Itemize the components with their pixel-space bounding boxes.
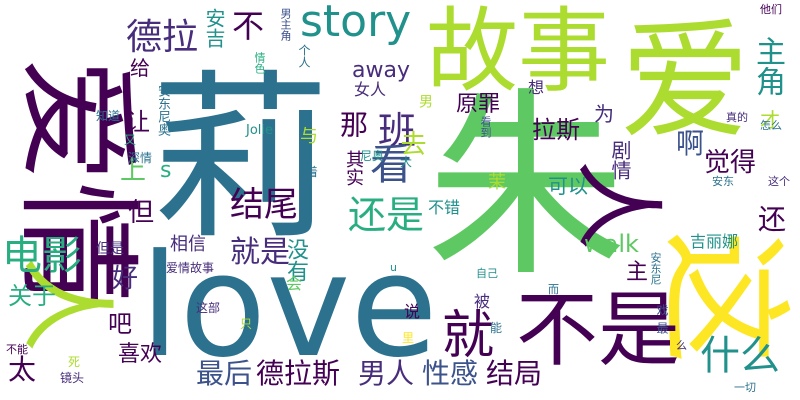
word-nanzhujiao: 男主角: [279, 8, 292, 41]
word-cai: 才: [760, 108, 780, 132]
word-keyi: 可以: [548, 174, 588, 198]
word-geren: 个人: [297, 44, 311, 68]
word-nanren: 男人: [358, 357, 415, 390]
word-yiqie: 一切: [734, 381, 756, 394]
word-zhi: 只: [240, 317, 253, 331]
word-neng: 能: [490, 321, 503, 335]
word-jiewei: 结尾: [230, 185, 298, 225]
word-ban: 班: [378, 109, 417, 153]
word-shenqing: 深情: [128, 151, 153, 165]
word-zhe-small: 着: [306, 165, 319, 179]
word-zhu-small: 主: [626, 260, 649, 285]
word-hai: 还: [758, 203, 787, 236]
word-xi: 戏: [655, 304, 669, 316]
word-li: 莉: [150, 55, 331, 264]
word-jingtou: 镜头: [60, 371, 85, 385]
word-zui: 最: [655, 322, 669, 334]
word-away: away: [352, 58, 410, 83]
word-aiqinggushi: 爱情故事: [166, 261, 215, 275]
word-u: u: [390, 261, 397, 274]
word-kandao: 看到: [479, 116, 492, 138]
word-guanyu: 关于: [8, 282, 56, 310]
word-si: 死: [68, 355, 81, 369]
word-xiangxin: 相信: [170, 234, 206, 255]
word-gei: 给: [130, 56, 150, 80]
word-ziji: 自己: [476, 267, 498, 280]
word-delasi: 德拉斯: [256, 357, 341, 390]
word-jolie: Jolie: [246, 123, 274, 138]
word-juqing: 剧情: [608, 140, 632, 180]
word-meiyou: 没有: [283, 238, 308, 282]
word-xiang: 想: [528, 78, 545, 97]
word-ai: 爱: [620, 5, 751, 157]
word-jiushi: 就是: [230, 235, 290, 270]
word-qu: 去: [396, 130, 426, 156]
word-danshi: 但是: [96, 241, 124, 257]
word-ba: 吧: [108, 310, 132, 338]
word-you: 又: [124, 133, 137, 147]
word-lasi: 拉斯: [532, 116, 580, 144]
word-story: story: [300, 0, 412, 47]
word-andongni: 安东尼: [649, 252, 662, 285]
word-nan: 男: [417, 94, 433, 108]
word-anji: 安吉: [202, 8, 226, 48]
word-kan: 看: [370, 140, 413, 189]
word-zhege: 这个: [768, 175, 790, 188]
word-qingse: 情色: [253, 52, 266, 74]
word-buneng: 不能: [6, 343, 28, 356]
word-zhu: 朱: [426, 71, 627, 304]
word-er: 而: [548, 283, 559, 296]
word-bu: 不: [232, 7, 265, 45]
word-gushi: 故事: [426, 0, 611, 105]
word-jieju: 结局: [486, 357, 543, 390]
word-tamen: 他们: [760, 3, 782, 16]
word-mo: 茉: [488, 172, 506, 193]
word-walk: walk: [584, 230, 639, 258]
word-da: 大: [400, 155, 413, 169]
word-na: 那: [336, 110, 369, 138]
word-rang: 让: [126, 108, 150, 136]
word-yuanzui: 原罪: [456, 92, 501, 117]
word-bushi: 不是: [516, 283, 681, 378]
word-bei: 被: [474, 292, 491, 311]
word-qishi: 其实: [343, 150, 364, 186]
word-yu: 与: [300, 126, 318, 147]
word-zenme: 怎么: [760, 119, 782, 132]
word-zhende: 真的: [726, 111, 748, 124]
word-shang: 上: [120, 156, 147, 186]
word-me: 么: [676, 339, 687, 352]
word-shenme: 什么: [700, 333, 780, 379]
word-zuihou: 最后: [196, 357, 253, 390]
word-andong: 安东: [712, 175, 734, 188]
word-tai: 太: [8, 353, 37, 386]
word-zhidao: 知道: [96, 109, 121, 123]
word-bucuo: 不错: [428, 198, 461, 217]
word-jilina: 吉丽娜: [690, 232, 739, 251]
word-hao: 好: [112, 264, 139, 294]
word-li-small: 里: [402, 331, 415, 345]
word-zhebu: 这部: [196, 301, 221, 315]
word-wei: 为: [594, 102, 614, 126]
word-juede: 觉得: [704, 148, 757, 178]
word-dan: 但: [128, 198, 155, 228]
word-shuo: 说: [404, 302, 421, 321]
word-zhujiao: 主角: [750, 36, 785, 96]
word-jiu: 就: [442, 306, 495, 366]
word-dela: 德拉: [126, 17, 199, 58]
word-nvren: 女人: [354, 80, 387, 99]
word-dianying: 电影: [2, 233, 82, 279]
word-s: s: [160, 158, 172, 183]
word-xinggan: 性感: [422, 357, 479, 390]
word-hui: 会: [286, 274, 303, 293]
word-love: love: [140, 224, 438, 389]
word-haishi: 还是: [348, 193, 425, 237]
word-xihuan: 喜欢: [118, 342, 163, 367]
word-a: 啊: [676, 127, 705, 160]
word-niao: 尼奥: [360, 149, 385, 163]
word-andongniao-top: 安东尼奥: [155, 84, 170, 136]
